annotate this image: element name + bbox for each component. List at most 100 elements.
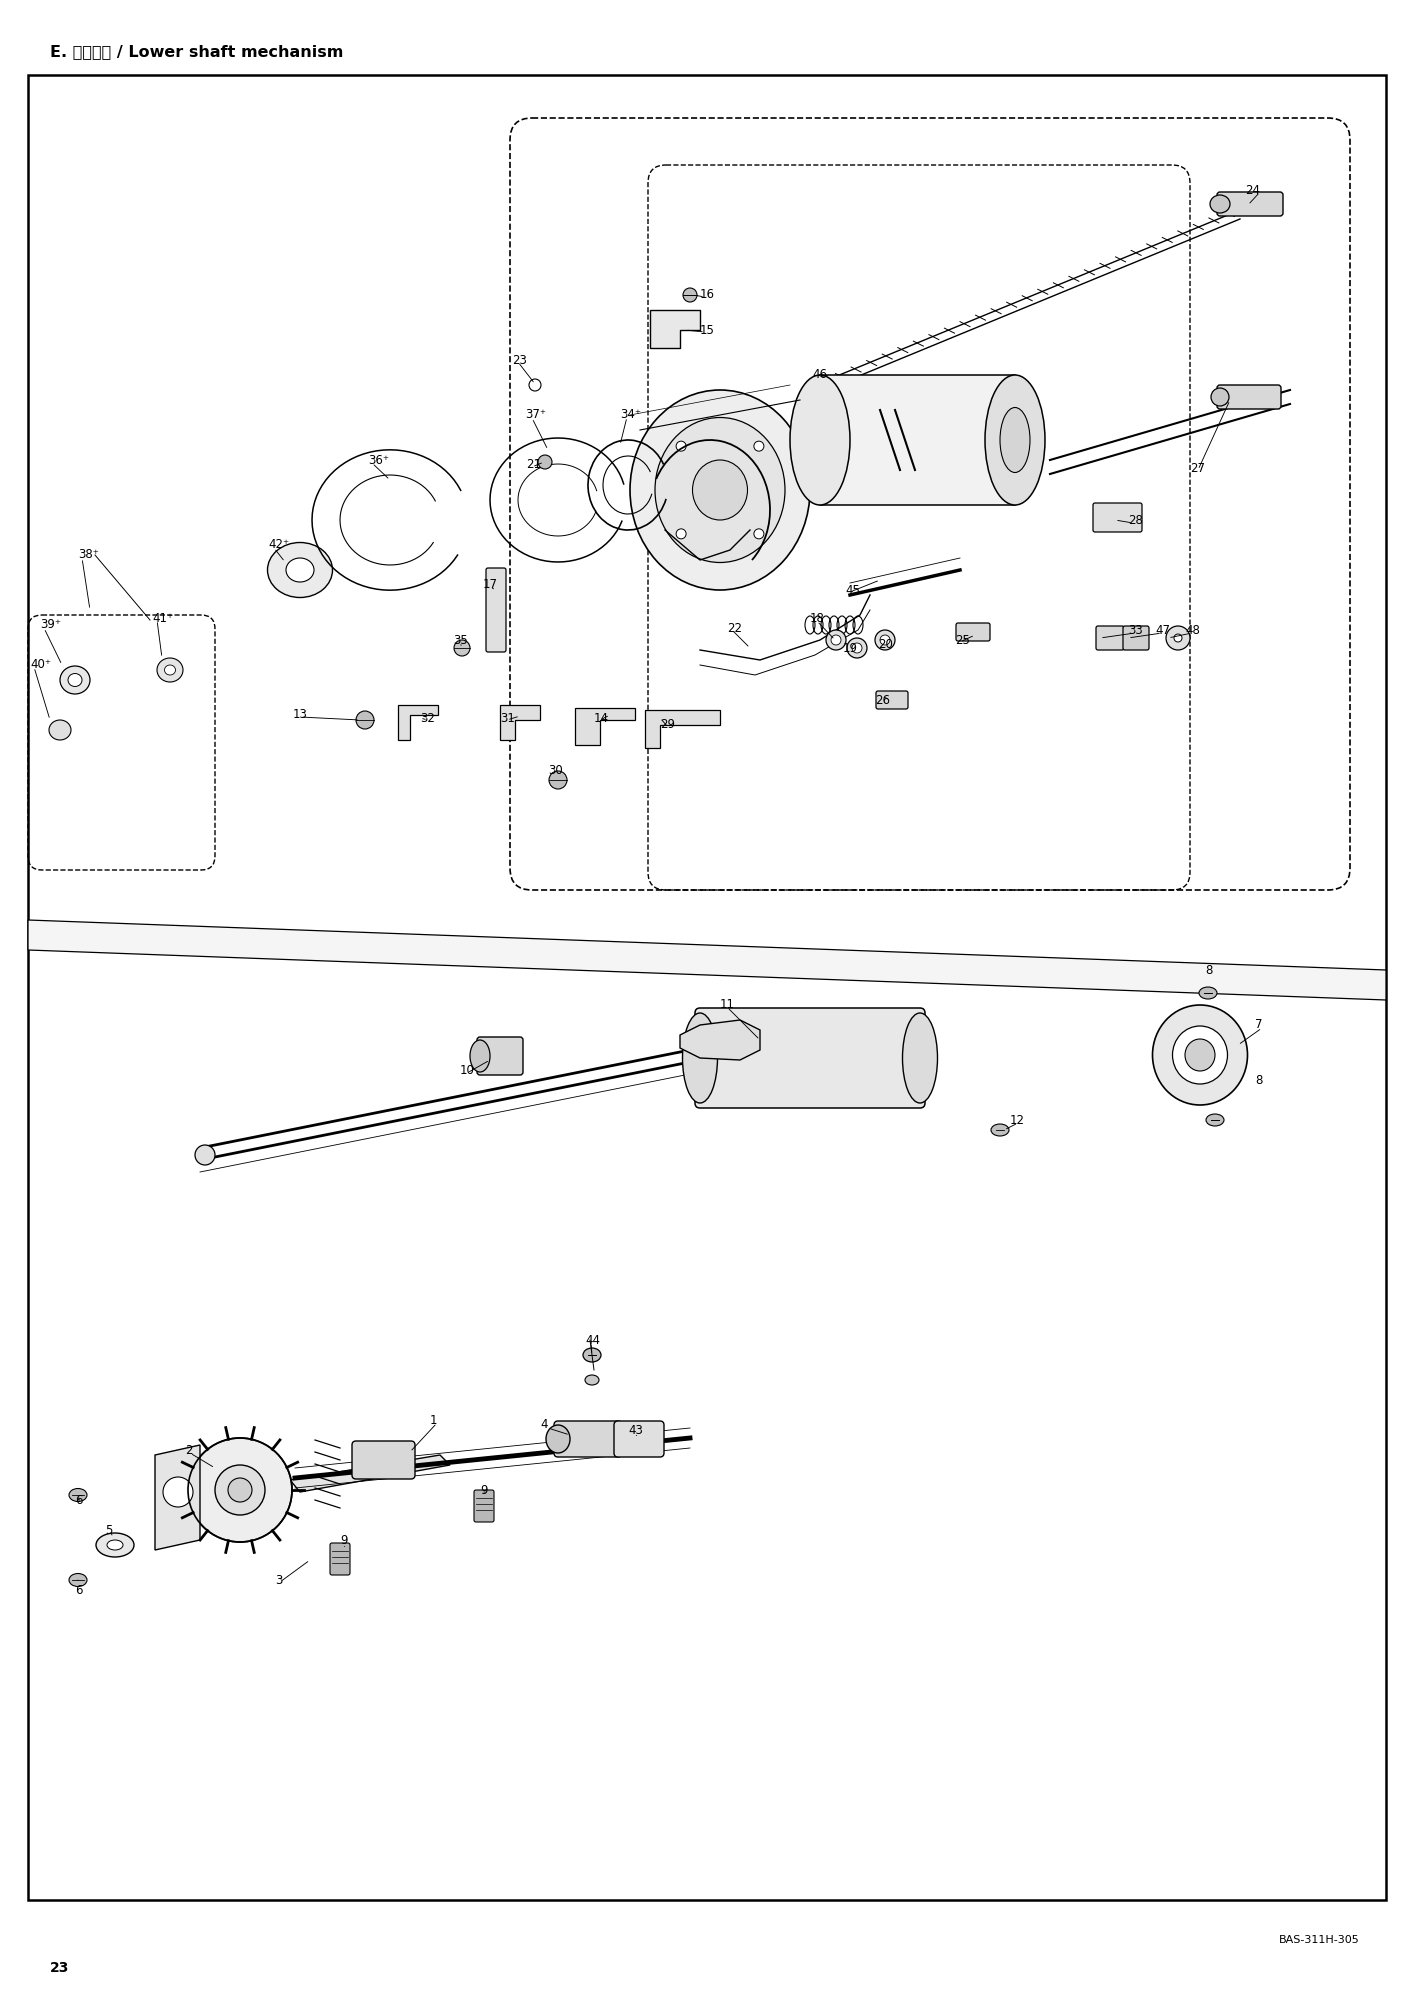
Ellipse shape [583, 1348, 601, 1362]
Ellipse shape [469, 1040, 491, 1072]
Text: E. 下軸関係 / Lower shaft mechanism: E. 下軸関係 / Lower shaft mechanism [49, 44, 344, 60]
Ellipse shape [693, 460, 748, 520]
Text: 44: 44 [585, 1334, 600, 1346]
Ellipse shape [585, 1376, 600, 1384]
Text: 46: 46 [812, 368, 827, 382]
Text: 43: 43 [628, 1424, 643, 1436]
Ellipse shape [1206, 1114, 1225, 1126]
Text: 27: 27 [1191, 462, 1205, 474]
Text: 9: 9 [339, 1534, 348, 1546]
FancyBboxPatch shape [329, 1544, 351, 1576]
Polygon shape [645, 710, 720, 748]
Text: 45: 45 [846, 584, 860, 596]
Text: 8: 8 [1205, 964, 1212, 976]
Text: 2: 2 [185, 1444, 192, 1456]
Text: 33: 33 [1128, 624, 1143, 636]
Circle shape [215, 1464, 264, 1516]
Text: 34⁺: 34⁺ [619, 408, 641, 422]
Text: 20: 20 [878, 638, 892, 652]
Ellipse shape [164, 664, 175, 676]
Circle shape [853, 644, 863, 652]
Ellipse shape [986, 376, 1045, 504]
Circle shape [676, 442, 686, 452]
FancyBboxPatch shape [820, 376, 1015, 504]
FancyBboxPatch shape [1217, 384, 1281, 410]
FancyBboxPatch shape [1096, 626, 1124, 650]
Ellipse shape [49, 720, 71, 740]
Ellipse shape [683, 1012, 717, 1104]
Text: 37⁺: 37⁺ [525, 408, 546, 422]
FancyBboxPatch shape [477, 1036, 523, 1076]
Text: 30: 30 [549, 764, 563, 776]
Circle shape [195, 1144, 215, 1164]
Ellipse shape [790, 376, 850, 504]
FancyBboxPatch shape [956, 624, 990, 640]
FancyBboxPatch shape [696, 1008, 925, 1108]
Text: 28: 28 [1128, 514, 1143, 526]
Text: 6: 6 [75, 1584, 82, 1596]
Polygon shape [575, 708, 635, 744]
FancyBboxPatch shape [1123, 626, 1150, 650]
FancyBboxPatch shape [352, 1440, 414, 1480]
Ellipse shape [902, 1012, 937, 1104]
Circle shape [831, 636, 841, 644]
Text: 29: 29 [660, 718, 674, 732]
Text: 15: 15 [700, 324, 715, 336]
FancyBboxPatch shape [474, 1490, 493, 1522]
Ellipse shape [1210, 388, 1229, 406]
FancyBboxPatch shape [554, 1420, 622, 1456]
Text: 11: 11 [720, 998, 735, 1012]
FancyBboxPatch shape [614, 1420, 665, 1456]
Text: 24: 24 [1244, 184, 1260, 196]
Ellipse shape [1185, 1040, 1215, 1072]
Text: 32: 32 [420, 712, 436, 724]
Text: 21: 21 [526, 458, 542, 472]
FancyBboxPatch shape [486, 568, 506, 652]
Ellipse shape [1000, 408, 1029, 472]
Text: 31: 31 [501, 712, 515, 724]
Ellipse shape [991, 1124, 1010, 1136]
Circle shape [454, 640, 469, 656]
Text: 4: 4 [540, 1418, 547, 1432]
Circle shape [356, 712, 373, 728]
Circle shape [683, 288, 697, 302]
Text: 18: 18 [810, 612, 824, 624]
Ellipse shape [1174, 634, 1182, 642]
Text: 40⁺: 40⁺ [30, 658, 51, 672]
Text: 9: 9 [479, 1484, 488, 1496]
Text: 8: 8 [1256, 1074, 1263, 1086]
Ellipse shape [1199, 986, 1217, 998]
Polygon shape [650, 310, 700, 348]
Circle shape [537, 456, 551, 468]
Circle shape [188, 1438, 293, 1542]
Ellipse shape [157, 658, 182, 682]
Ellipse shape [1172, 1026, 1227, 1084]
Ellipse shape [68, 674, 82, 686]
Text: 19: 19 [843, 642, 858, 654]
Text: 47: 47 [1155, 624, 1169, 636]
Text: 38⁺: 38⁺ [78, 548, 99, 562]
Text: 16: 16 [700, 288, 715, 302]
Polygon shape [501, 706, 540, 740]
Circle shape [754, 442, 764, 452]
Circle shape [529, 380, 542, 392]
Circle shape [163, 1476, 192, 1508]
Text: 3: 3 [274, 1574, 283, 1586]
Ellipse shape [69, 1488, 88, 1502]
FancyBboxPatch shape [1093, 502, 1143, 532]
Circle shape [228, 1478, 252, 1502]
FancyBboxPatch shape [1217, 192, 1282, 216]
Ellipse shape [1152, 1004, 1247, 1104]
Circle shape [549, 770, 567, 788]
Ellipse shape [655, 418, 785, 562]
Text: 12: 12 [1010, 1114, 1025, 1126]
Text: 22: 22 [727, 622, 742, 634]
Ellipse shape [69, 1574, 88, 1586]
Text: 25: 25 [954, 634, 970, 646]
Text: 7: 7 [1256, 1018, 1263, 1032]
Ellipse shape [107, 1540, 123, 1550]
Ellipse shape [1210, 196, 1230, 212]
Text: 48: 48 [1185, 624, 1200, 636]
Ellipse shape [546, 1424, 570, 1452]
Text: 26: 26 [875, 694, 889, 706]
